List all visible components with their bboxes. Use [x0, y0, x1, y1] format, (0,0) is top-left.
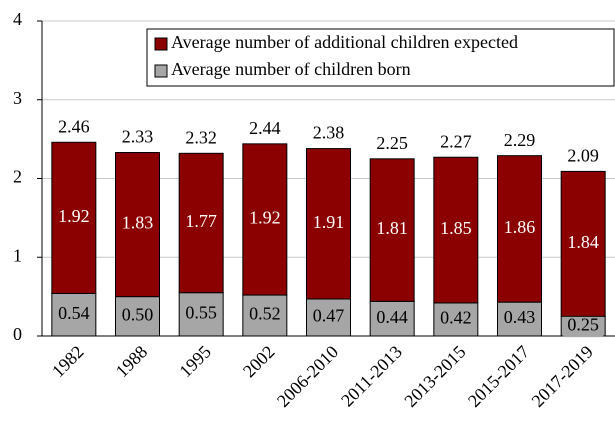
bar-segment [51, 141, 97, 294]
bar-segment [433, 156, 479, 304]
value-label: 0.42 [440, 308, 472, 328]
label-box [244, 304, 285, 327]
total-label: 2.33 [122, 127, 154, 147]
total-label: 2.09 [567, 146, 599, 166]
x-tick-label: 2017-2019 [528, 342, 597, 411]
label-box [563, 315, 604, 338]
y-tick-label: 3 [13, 88, 22, 108]
bar-segment [497, 155, 542, 303]
label-box [117, 305, 158, 328]
total-label: 2.46 [58, 116, 90, 136]
value-label: 1.81 [376, 218, 408, 238]
value-label: 1.92 [58, 206, 90, 226]
y-tick-label: 0 [13, 324, 22, 344]
value-label: 1.91 [313, 212, 345, 232]
value-label: 0.52 [249, 304, 281, 324]
legend-swatch [154, 64, 168, 78]
x-tick-label: 2013-2015 [400, 342, 469, 411]
bar-segment [560, 170, 606, 317]
legend-swatch [154, 37, 168, 51]
legend-label: Average number of additional children ex… [171, 32, 518, 52]
label-box [308, 306, 349, 329]
label-box [181, 303, 222, 326]
label-box [53, 303, 94, 326]
value-label: 0.44 [376, 307, 408, 327]
x-tick-label: 2011-2013 [337, 342, 406, 411]
value-label: 0.25 [567, 314, 599, 334]
legend-box [146, 28, 615, 87]
bar-segment [369, 158, 415, 302]
value-label: 0.54 [58, 303, 90, 323]
value-label: 1.92 [249, 208, 281, 228]
total-label: 2.44 [249, 118, 281, 138]
y-tick-label: 1 [13, 245, 22, 265]
label-box [372, 307, 413, 330]
value-label: 0.47 [313, 306, 345, 326]
value-label: 1.77 [185, 211, 217, 231]
value-label: 0.55 [185, 302, 217, 322]
value-label: 1.85 [440, 218, 472, 238]
x-tick-label: 2006-2010 [273, 342, 342, 411]
value-label: 0.50 [122, 304, 154, 324]
bar-segment [242, 143, 288, 296]
value-label: 1.86 [504, 217, 536, 237]
value-label: 1.84 [567, 232, 599, 252]
x-tick-label: 1995 [175, 342, 215, 382]
x-tick-label: 1988 [112, 342, 152, 382]
y-tick-label: 4 [13, 9, 22, 29]
x-tick-label: 2015-2017 [464, 342, 533, 411]
total-label: 2.32 [185, 127, 217, 147]
total-label: 2.29 [504, 130, 536, 150]
value-label: 1.83 [122, 213, 154, 233]
total-label: 2.25 [376, 133, 408, 153]
total-label: 2.38 [313, 123, 345, 143]
label-box [499, 308, 540, 331]
y-tick-label: 2 [13, 167, 22, 187]
x-tick-label: 1982 [48, 342, 88, 382]
bar-segment [306, 148, 351, 300]
x-tick-label: 2002 [239, 342, 279, 382]
bar-segment [115, 152, 160, 298]
legend-label: Average number of children born [171, 59, 411, 79]
bar-segment [178, 152, 224, 294]
value-label: 0.43 [504, 307, 536, 327]
label-box [435, 308, 476, 331]
total-label: 2.27 [440, 131, 472, 151]
